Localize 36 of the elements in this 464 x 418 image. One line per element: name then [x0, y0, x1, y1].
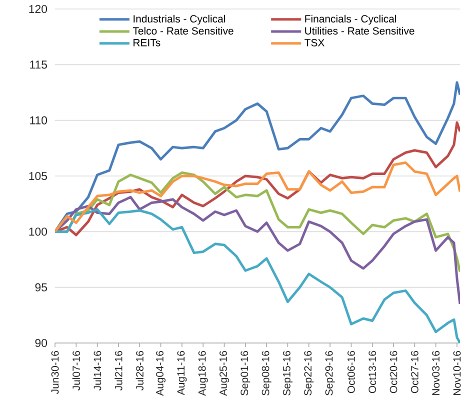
x-tick-label: Jul21-16 — [114, 350, 122, 390]
legend-label: Financials - Cyclical — [305, 14, 396, 25]
x-tick-label: Aug25-16 — [220, 350, 229, 396]
legend-label: Telco - Rate Sensitive — [132, 26, 234, 35]
x-tick-label: Sep08-16 — [262, 350, 272, 396]
x-tick-label: Sep15-16 — [282, 350, 292, 396]
line-series — [55, 196, 460, 306]
legend-label: Utilities - Rate Sensitive — [305, 26, 414, 35]
legend-label: TSX — [304, 38, 324, 46]
line-series — [55, 208, 460, 343]
x-tick-label: Sep29-16 — [325, 350, 335, 396]
x-tick-label: Aug04-16 — [156, 350, 166, 396]
x-tick-label: Oct20-16 — [390, 350, 398, 394]
y-tick-label: 95 — [35, 283, 47, 292]
y-tick-label: 110 — [30, 116, 48, 124]
x-tick-label: Oct06-16 — [348, 350, 355, 394]
legend-label: Industrials - Cyclical — [134, 14, 225, 25]
x-tick-label: Sep01-16 — [240, 350, 250, 396]
line-series — [55, 161, 460, 233]
x-tick-label: Aug11-16 — [177, 350, 187, 396]
x-tick-label: Jul14-16 — [93, 350, 102, 390]
x-tick-label: Jul07-16 — [72, 350, 80, 390]
x-tick-label: Aug18-16 — [198, 350, 208, 396]
y-tick-label: 105 — [29, 172, 47, 180]
y-tick-label: 120 — [29, 4, 48, 14]
y-tick-label: 100 — [29, 228, 48, 236]
x-tick-label: Oct13-16 — [368, 350, 376, 394]
x-tick-label: Jun30-16 — [51, 350, 59, 394]
legend-label: REITs — [134, 39, 160, 46]
y-tick-label: 90 — [35, 338, 48, 348]
x-tick-label: Oct27-16 — [410, 350, 418, 394]
x-tick-label: Nov03-16 — [432, 350, 440, 396]
y-tick-label: 115 — [30, 60, 47, 69]
x-tick-label: Jul28-16 — [136, 350, 144, 390]
x-tick-label: Nov10-16 — [453, 350, 461, 396]
x-tick-label: Sep22-16 — [304, 350, 314, 396]
